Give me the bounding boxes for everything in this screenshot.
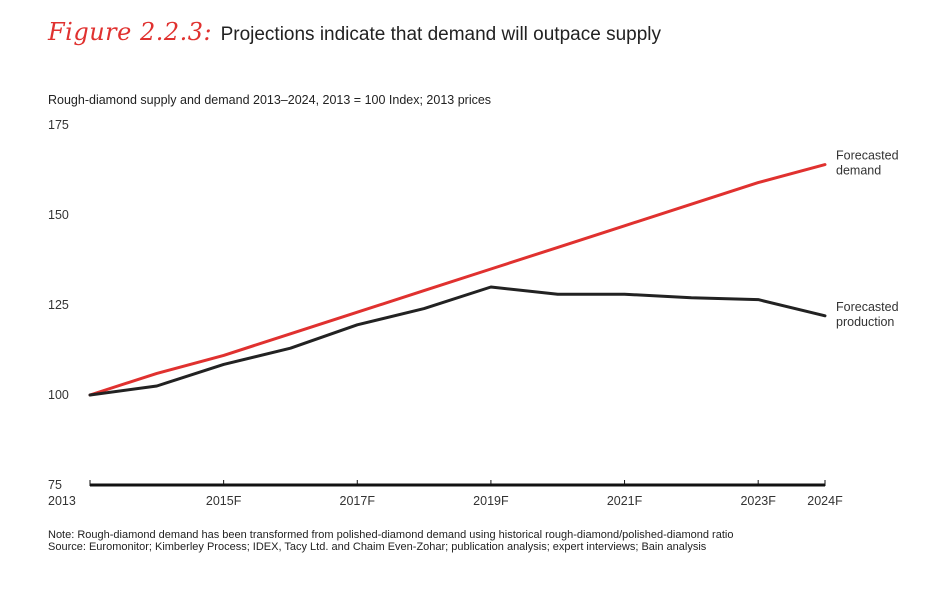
note-text: Note: Rough-diamond demand has been tran… — [48, 529, 734, 541]
x-tick-label: 2019F — [473, 494, 509, 508]
x-tick-label: 2021F — [607, 494, 643, 508]
figure-label: Figure 2.2.3: — [48, 18, 213, 46]
y-tick-label: 125 — [48, 298, 69, 312]
x-tick-label: 2013 — [48, 494, 76, 508]
x-tick-label: 2024F — [807, 494, 843, 508]
y-tick-label: 175 — [48, 118, 69, 132]
x-tick-label: 2023F — [740, 494, 776, 508]
y-tick-label: 150 — [48, 208, 69, 222]
production-series-line — [88, 285, 827, 397]
chart-subtitle: Rough-diamond supply and demand 2013–202… — [48, 93, 492, 107]
production-series-label: Forecasted — [836, 300, 899, 314]
production-series-label: production — [836, 315, 894, 329]
x-tick-label: 2017F — [340, 494, 376, 508]
y-tick-label: 75 — [48, 478, 62, 492]
y-tick-label: 100 — [48, 388, 69, 402]
chart-notes: Note: Rough-diamond demand has been tran… — [48, 529, 733, 553]
demand-series-label: Forecasted — [836, 149, 899, 163]
source-text: Source: Euromonitor; Kimberley Process; … — [48, 541, 707, 553]
demand-series-line — [88, 163, 827, 397]
figure-heading: Projections indicate that demand will ou… — [220, 24, 661, 45]
figure-title: Figure 2.2.3: Projections indicate that … — [48, 18, 661, 46]
demand-series-label: demand — [836, 164, 881, 178]
x-tick-label: 2015F — [206, 494, 242, 508]
